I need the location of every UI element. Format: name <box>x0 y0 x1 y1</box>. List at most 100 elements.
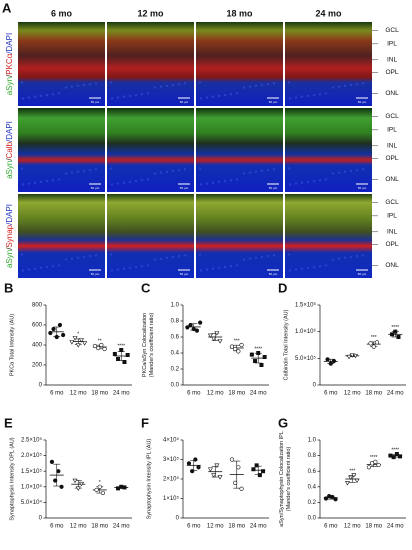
data-point <box>207 333 213 339</box>
x-tick-label: 6 mo <box>324 391 338 397</box>
data-point <box>344 481 350 486</box>
x-tick-label: 12 mo <box>70 391 87 397</box>
data-point <box>217 475 223 480</box>
nucleus-texture <box>122 267 126 270</box>
data-point <box>328 361 333 366</box>
nucleus-texture <box>88 82 92 86</box>
nucleus-texture <box>266 82 270 86</box>
nucleus-texture <box>146 178 150 181</box>
nucleus-texture <box>235 264 239 267</box>
nucleus-texture <box>199 97 203 100</box>
data-point <box>191 326 196 332</box>
nucleus-texture <box>45 179 49 183</box>
data-point <box>211 473 217 478</box>
nucleus-texture <box>33 181 37 184</box>
micrograph <box>18 108 105 192</box>
micrograph <box>107 194 194 278</box>
data-point <box>211 336 217 342</box>
x-tick-label: 18 mo <box>365 391 382 397</box>
nucleus-texture <box>94 82 98 85</box>
nucleus-texture <box>198 167 202 170</box>
nucleus-texture <box>254 84 258 88</box>
nucleus-texture <box>57 264 61 267</box>
data-point <box>233 480 238 486</box>
nucleus-texture <box>343 84 347 88</box>
nucleus-texture <box>110 97 114 100</box>
nucleus-texture <box>153 172 157 175</box>
micrograph <box>107 108 194 192</box>
nucleus-texture <box>122 95 126 98</box>
scale-bar-label: 50 µm <box>91 272 100 276</box>
micrograph <box>196 194 283 278</box>
y-tick-label: 2.0×10⁵ <box>21 452 43 459</box>
data-point <box>217 339 223 344</box>
nucleus-texture <box>140 93 144 96</box>
x-tick-label: 6 mo <box>187 391 201 397</box>
y-tick-label: 2.5×10⁵ <box>21 437 43 444</box>
data-point <box>331 358 337 364</box>
nucleus-texture <box>355 254 359 258</box>
nucleus-texture <box>229 179 233 182</box>
nucleus-texture <box>159 85 163 88</box>
y-axis-label: aSyn/Synaptophysin Colocalization IPL <box>279 431 285 527</box>
nucleus-texture <box>235 178 239 181</box>
nucleus-texture <box>109 167 113 170</box>
nucleus-texture <box>21 269 25 272</box>
nucleus-texture <box>39 180 43 184</box>
data-point <box>53 478 58 483</box>
y-axis-label: PKCa Total Intensity (AU) <box>9 314 15 376</box>
data-point <box>351 473 357 478</box>
y-tick-label: 1.0 <box>308 438 317 444</box>
nucleus-texture <box>300 95 304 98</box>
layer-label: INL <box>387 57 398 64</box>
nucleus-texture <box>64 86 68 89</box>
y-tick-label: 1.0 <box>171 303 180 309</box>
column-header: 24 mo <box>315 8 342 18</box>
nucleus-texture <box>211 181 215 184</box>
layer-label: ONL <box>385 90 399 97</box>
nucleus-texture <box>20 253 24 256</box>
nucleus-texture <box>171 255 175 259</box>
layer-label: OPL <box>385 155 398 162</box>
x-tick-label: 12 mo <box>344 391 361 397</box>
nucleus-texture <box>109 253 113 256</box>
nucleus-texture <box>254 256 258 260</box>
nucleus-texture <box>260 83 264 87</box>
column-header: 6 mo <box>51 8 73 18</box>
data-point <box>233 346 238 352</box>
micrograph <box>285 108 372 192</box>
layer-label: INL <box>387 143 398 150</box>
scale-bar-label: 50 µm <box>358 100 367 104</box>
layer-label: ONL <box>385 262 399 269</box>
data-point <box>376 462 381 468</box>
y-tick-label: 200 <box>32 363 43 369</box>
y-axis-label: Synaptophysin Intensity OPL (AU) <box>9 437 15 520</box>
nucleus-texture <box>355 168 359 172</box>
nucleus-texture <box>171 169 175 173</box>
nucleus-texture <box>229 93 233 96</box>
nucleus-texture <box>235 92 239 95</box>
nucleus-texture <box>140 179 144 182</box>
x-tick-label: 24 mo <box>250 524 267 530</box>
nucleus-texture <box>312 265 316 269</box>
x-tick-label: 18 mo <box>91 391 108 397</box>
x-tick-label: 12 mo <box>344 524 361 530</box>
nucleus-texture <box>177 82 181 86</box>
micrograph <box>18 22 105 106</box>
nucleus-texture <box>300 181 304 184</box>
data-point <box>99 342 104 348</box>
data-point <box>78 481 84 487</box>
data-point <box>398 454 403 459</box>
data-point <box>185 325 190 330</box>
nucleus-texture <box>331 86 335 89</box>
x-tick-label: 18 mo <box>91 524 108 530</box>
y-tick-label: 1.0×10⁵ <box>21 483 43 490</box>
data-point <box>254 463 259 468</box>
x-tick-label: 18 mo <box>365 524 382 530</box>
x-tick-label: 24 mo <box>387 391 404 397</box>
nucleus-texture <box>343 256 347 260</box>
row-label-part: / <box>5 74 14 77</box>
panel-letter: B <box>4 280 13 295</box>
data-point <box>229 457 235 462</box>
nucleus-texture <box>211 95 215 98</box>
